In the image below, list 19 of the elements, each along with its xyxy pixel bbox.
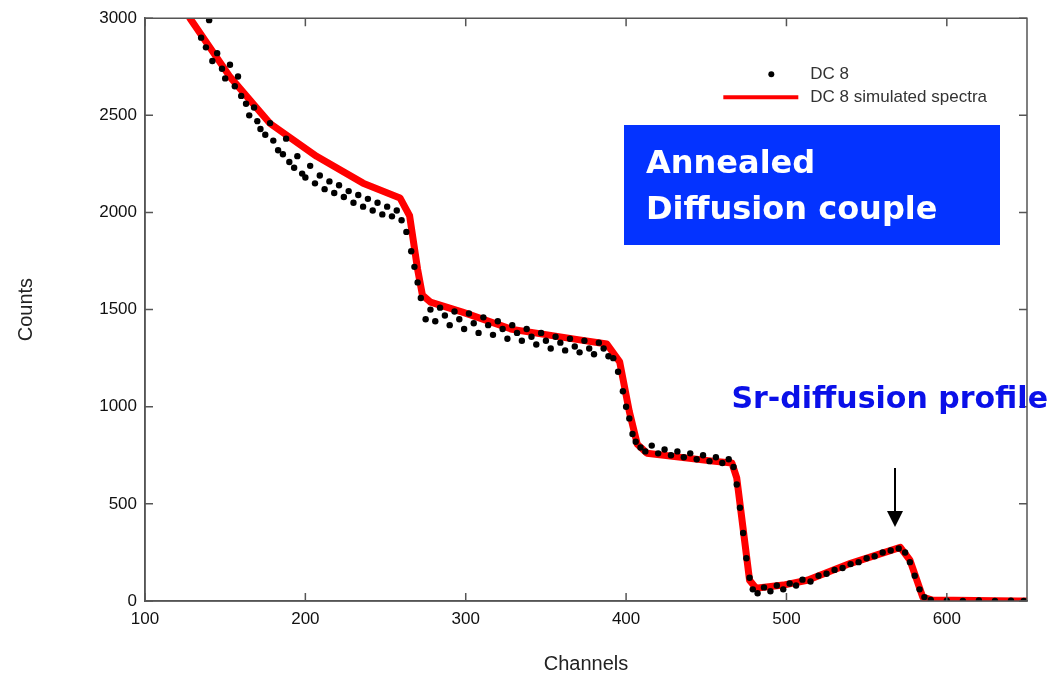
legend-label: DC 8 simulated spectra: [810, 86, 988, 106]
y-tick-label: 0: [127, 590, 137, 610]
legend-label: DC 8: [810, 63, 850, 83]
annotation: Sr-diffusion profile: [731, 380, 1048, 416]
x-tick-label: 500: [772, 608, 801, 628]
x-axis-title: Channels: [543, 651, 629, 674]
annotation: Annealed Diffusion couple: [624, 125, 1000, 246]
x-tick-label: 300: [451, 608, 480, 628]
x-tick-label: 100: [130, 608, 160, 628]
x-tick-label: 400: [611, 608, 641, 628]
y-tick-label: 3000: [99, 7, 137, 27]
y-tick-label: 500: [108, 493, 137, 513]
x-tick-label: 600: [932, 608, 962, 628]
y-tick-label: 2000: [99, 202, 137, 222]
y-tick-label: 2500: [99, 105, 137, 125]
y-tick-label: 1000: [99, 396, 137, 416]
y-axis-title: Counts: [13, 277, 36, 342]
y-tick-label: 1500: [99, 299, 137, 319]
x-tick-label: 200: [291, 608, 320, 628]
